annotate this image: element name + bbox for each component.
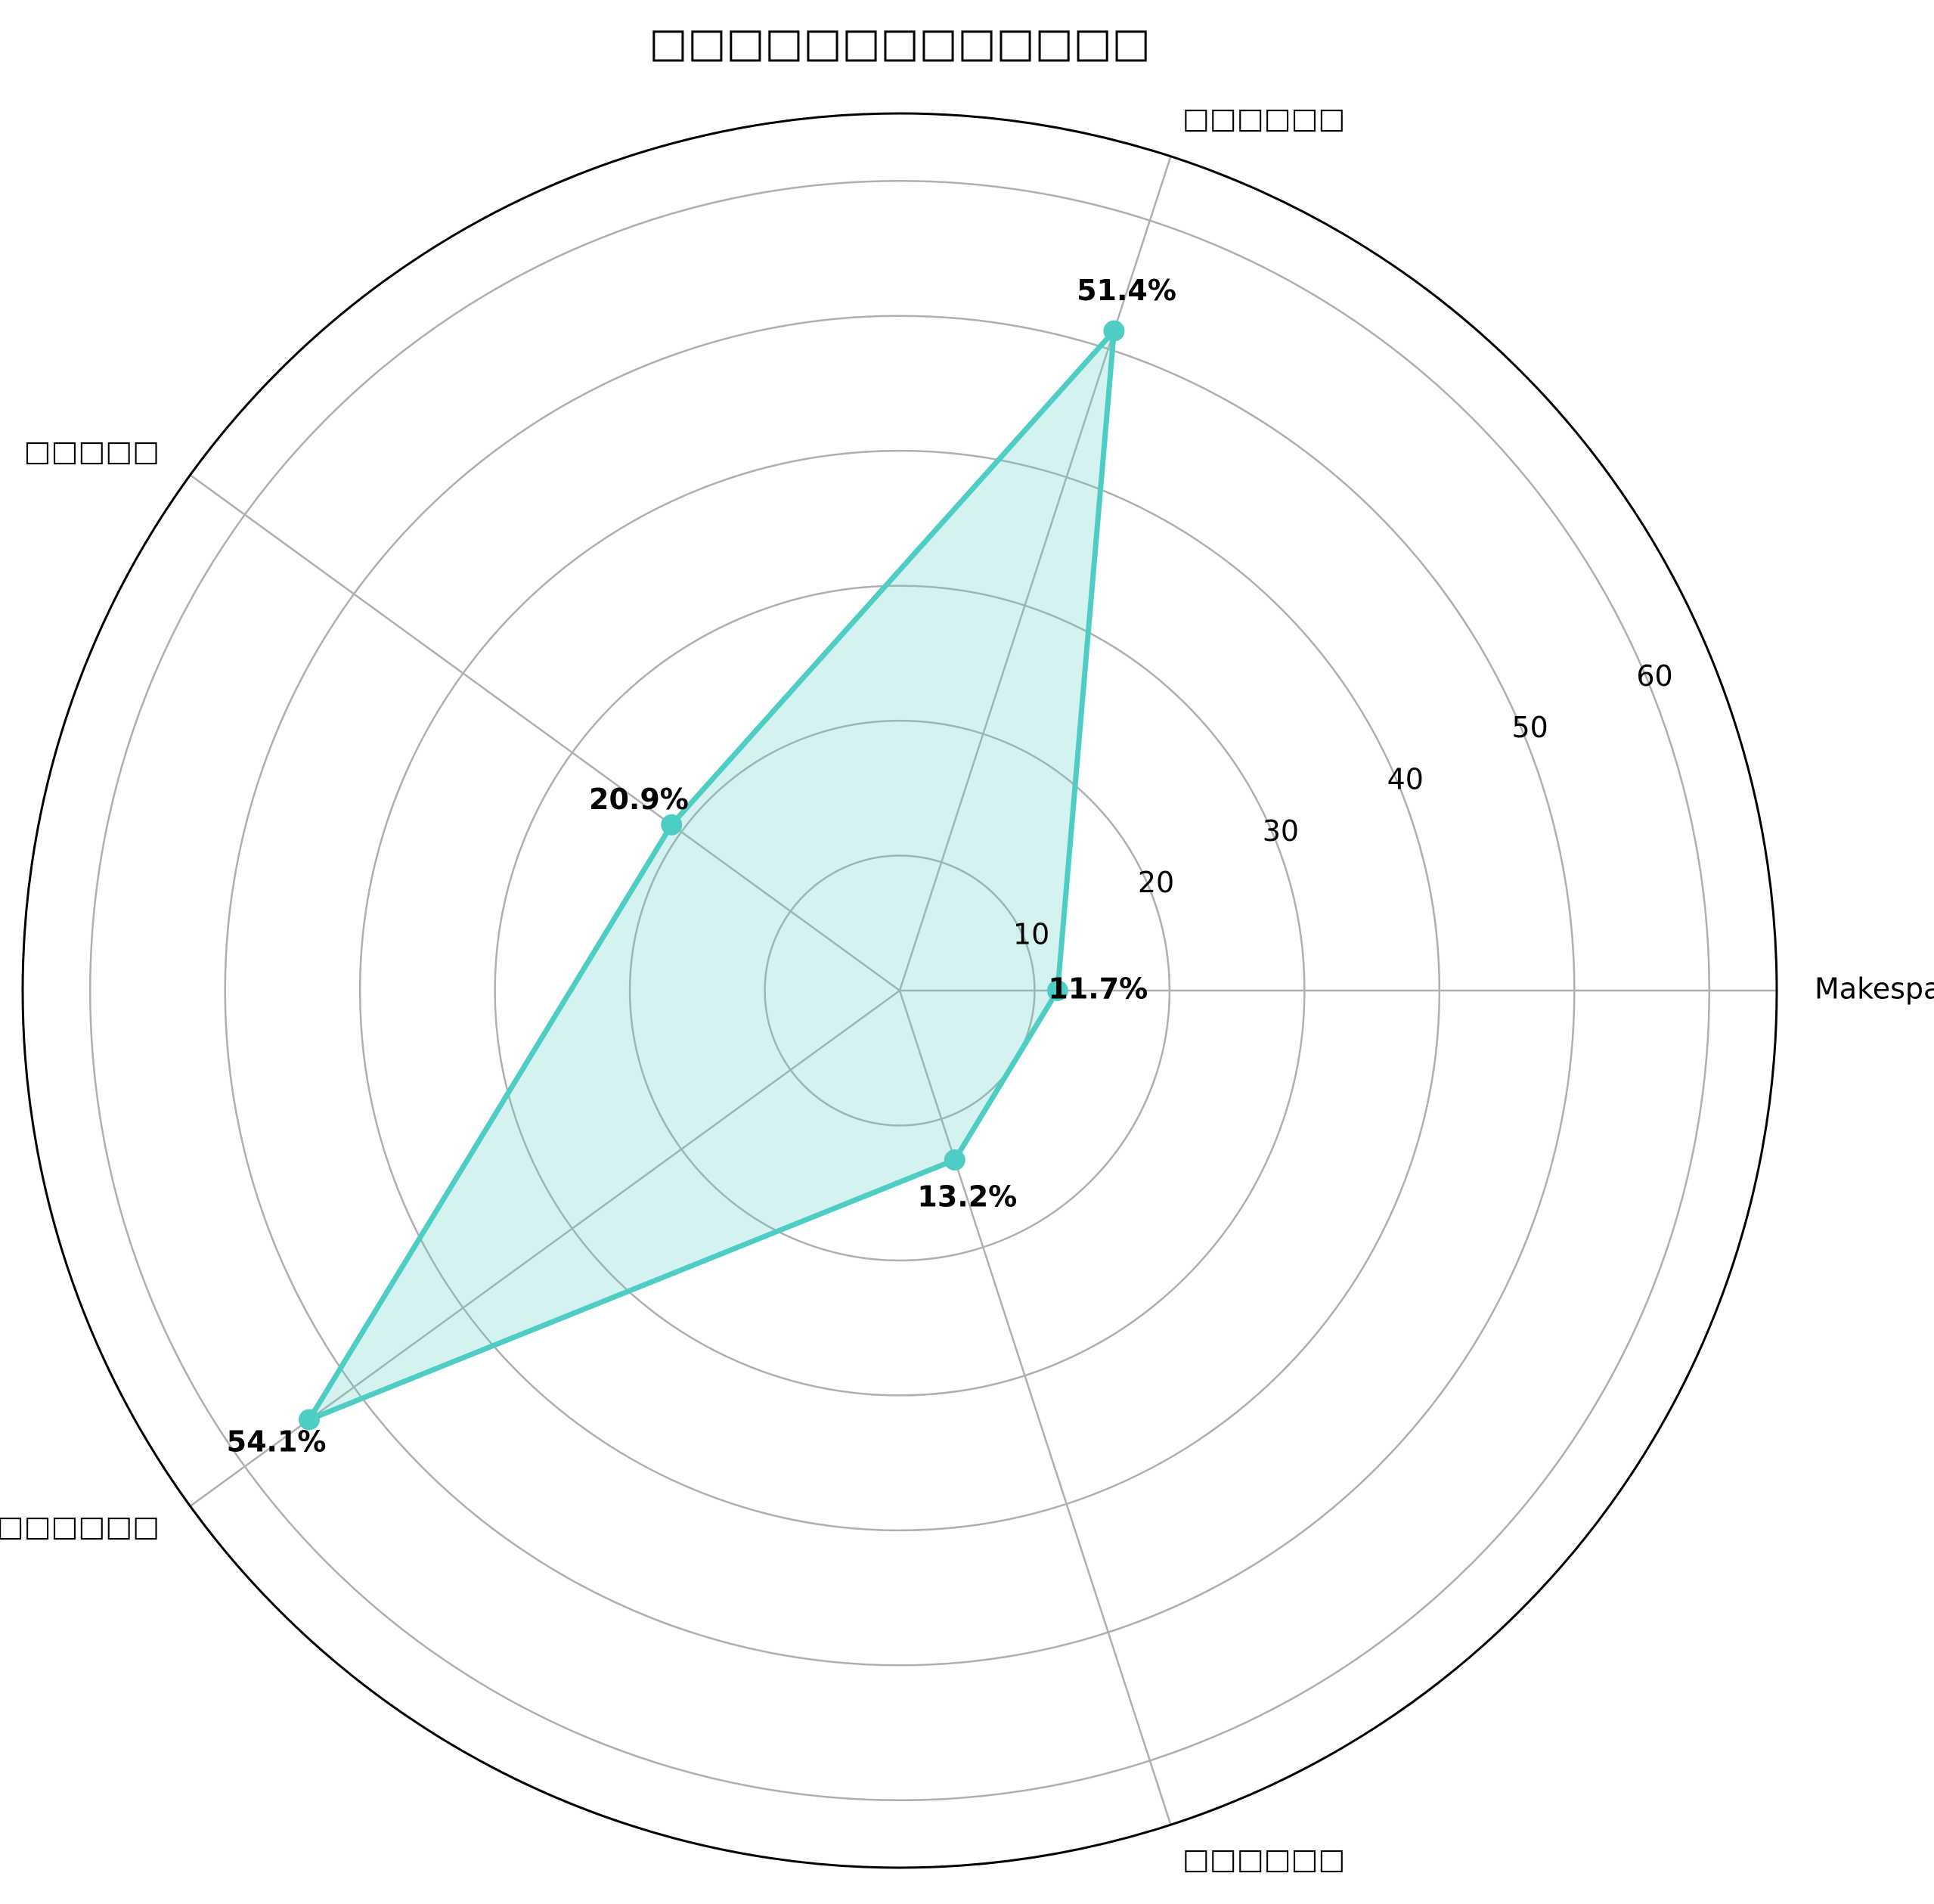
data-label: 51.4% — [1077, 274, 1176, 307]
data-point — [944, 1149, 965, 1171]
radial-tick-label: 30 — [1263, 814, 1299, 848]
series-line — [306, 328, 1117, 1422]
series-layer — [298, 320, 1125, 1431]
radial-tick-label: 40 — [1387, 762, 1424, 795]
polar-frame — [21, 112, 1778, 1869]
category-label: Makespan□□ — [1815, 972, 1934, 1006]
chart-title: □□□□□□□□□□□□□ — [649, 19, 1150, 67]
data-label: 13.2% — [917, 1180, 1017, 1213]
category-label: □□□□□□ — [1182, 102, 1345, 135]
spoke-line — [898, 156, 1172, 991]
series-area — [308, 330, 1114, 1420]
category-label: □□□□□□□ — [0, 1510, 160, 1543]
radial-tick-label: 60 — [1636, 659, 1672, 693]
data-point — [1046, 980, 1068, 1001]
data-label: 54.1% — [227, 1425, 327, 1458]
data-point — [661, 814, 683, 836]
category-label: □□□□□ — [24, 434, 160, 467]
data-label: 11.7% — [1048, 972, 1148, 1006]
label-layer: 102030405060Makespan□□□□□□□□□□□□□□□□□□□□… — [0, 102, 1934, 1876]
data-point — [1103, 320, 1125, 342]
data-label: 20.9% — [589, 783, 689, 816]
spoke-line — [189, 474, 900, 992]
radial-tick-label: 50 — [1511, 711, 1548, 744]
data-point — [298, 1409, 320, 1431]
grid-layer — [21, 112, 1778, 1869]
spoke-line — [898, 990, 1172, 1825]
radial-tick-label: 20 — [1138, 866, 1174, 899]
category-label: □□□□□□ — [1182, 1842, 1345, 1875]
radial-tick-label: 10 — [1013, 917, 1049, 950]
